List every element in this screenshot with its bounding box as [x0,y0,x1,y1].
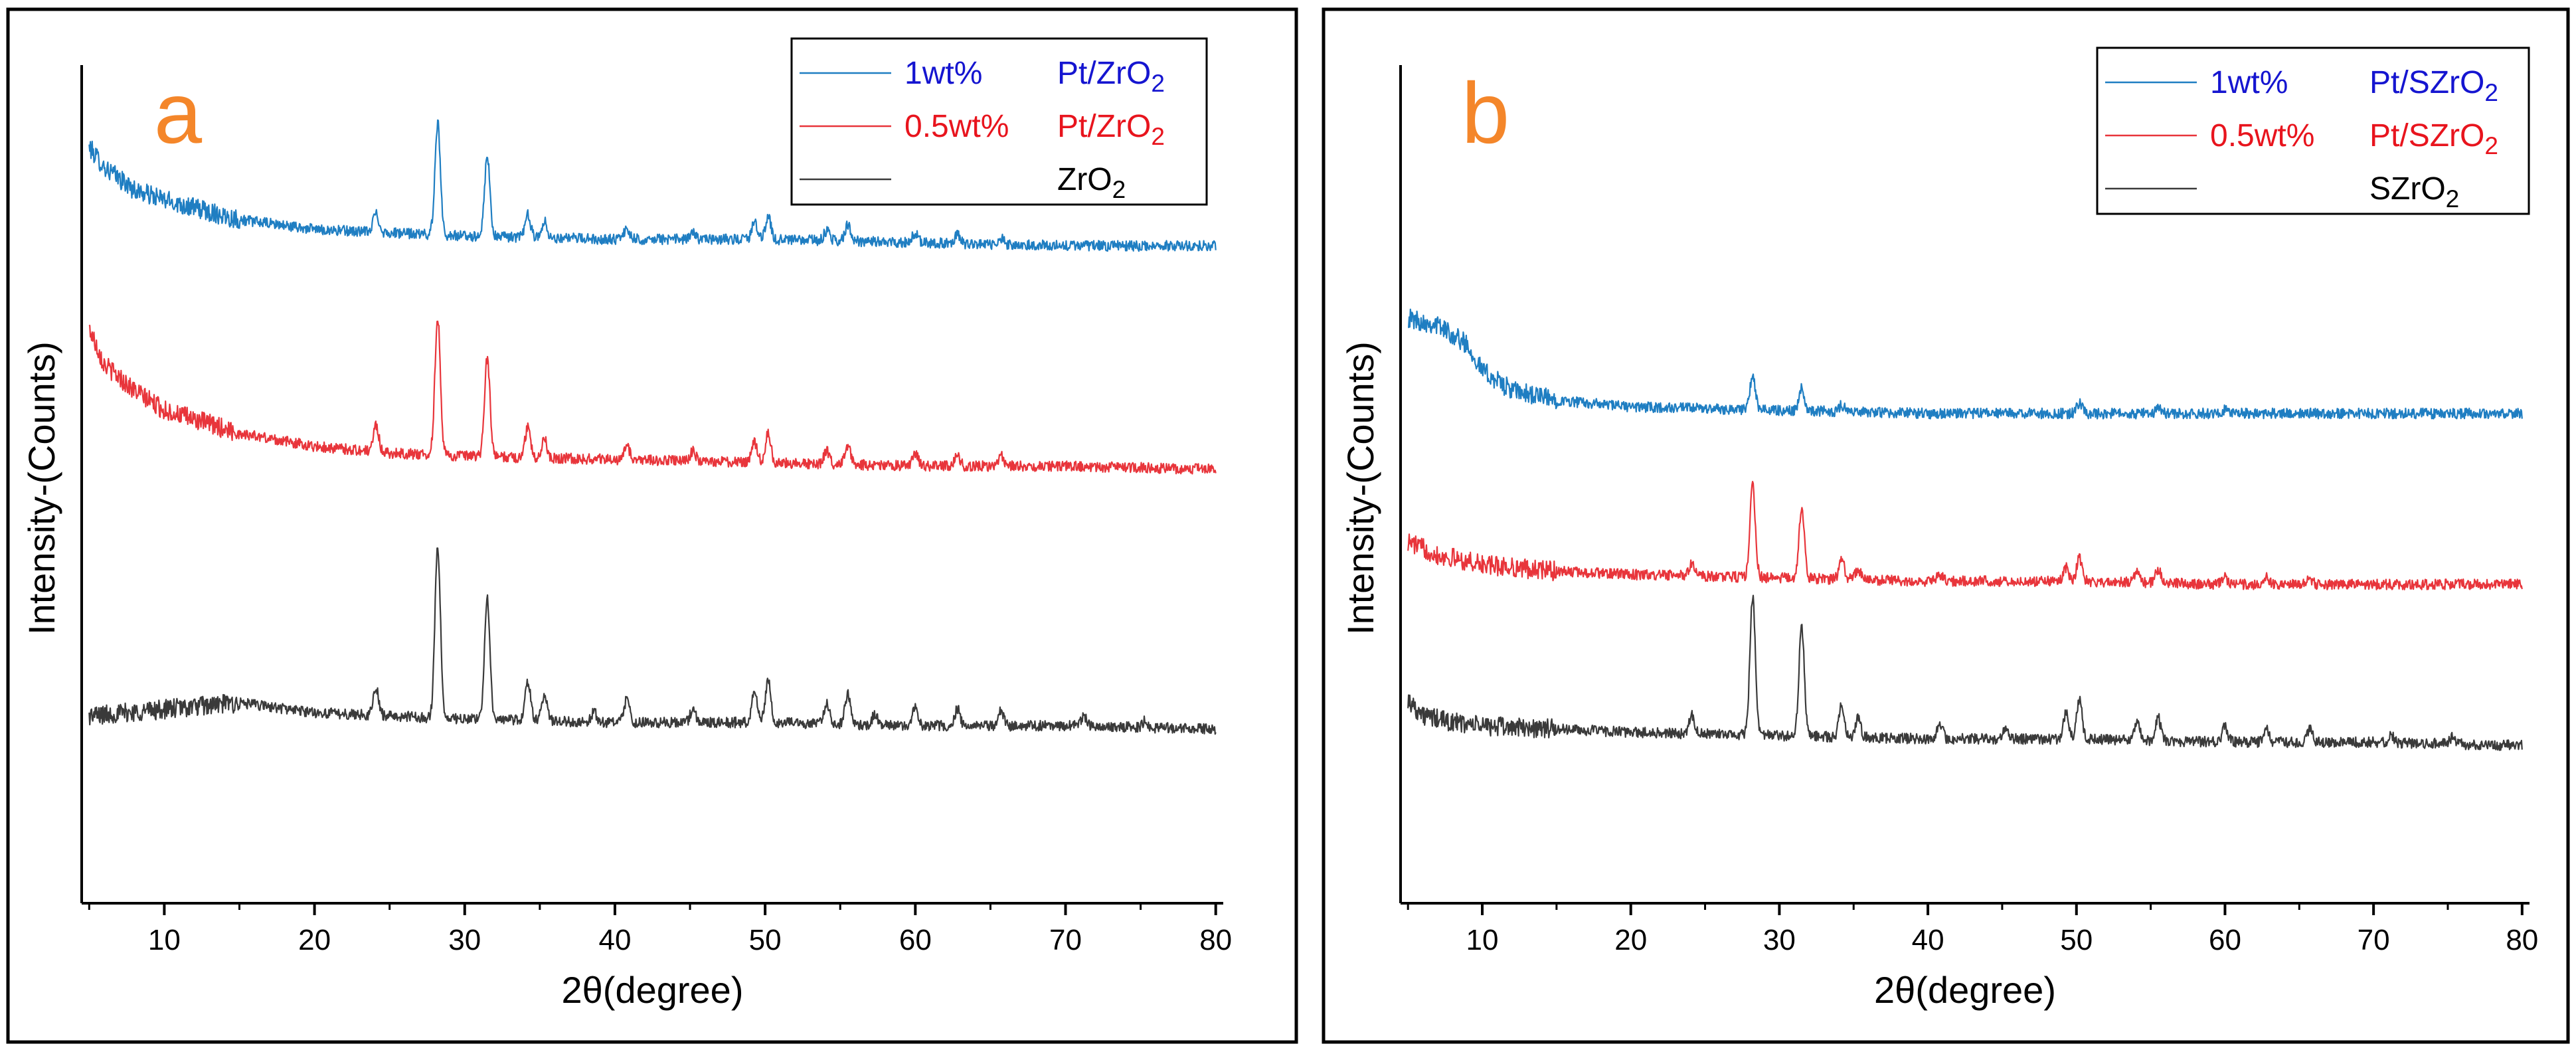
x-tick-label: 20 [298,924,331,956]
legend-loading: 0.5wt% [904,109,1009,144]
panel-a: 10 20 30 40 50 60 70 80 2θ(degree) Intensity-(Cou… [6,7,1298,1044]
x-axis-label: 2θ(degree) [1874,969,2056,1011]
series-line [1407,594,2523,751]
legend-loading: 1wt% [2210,65,2288,100]
x-tick-label: 30 [448,924,481,956]
series-line [1407,308,2523,420]
x-tick-label: 50 [749,924,782,956]
x-tick-label: 60 [2209,924,2241,956]
x-tick-label: 40 [598,924,631,956]
panel-frame [1322,7,2570,1044]
legend-loading: 0.5wt% [2210,118,2314,153]
x-tick-label: 80 [2506,924,2538,956]
x-tick-label: 50 [2060,924,2093,956]
legend-material: Pt/SZrO2 [2369,65,2498,106]
y-axis-label: Intensity-(Counts) [21,341,62,635]
series-line [1407,481,2523,590]
legend-loading: 1wt% [904,56,982,91]
panel-label: b [1462,64,1509,161]
x-tick-label: 60 [899,924,932,956]
x-tick-label: 70 [2358,924,2390,956]
legend-box [2096,46,2530,215]
x-tick-label: 30 [1763,924,1796,956]
series-line [88,547,1217,735]
legend-box [790,37,1208,206]
x-axis-label: 2θ(degree) [562,969,744,1011]
x-tick-label: 40 [1912,924,1944,956]
x-tick-label: 70 [1049,924,1082,956]
legend-material: ZrO2 [1057,162,1126,203]
x-tick-label: 20 [1614,924,1647,956]
x-tick-label: 80 [1199,924,1232,956]
legend: 1wt% Pt/ZrO2 0.5wt% Pt/ZrO2 ZrO2 [790,37,1208,206]
panel-frame [6,7,1298,1044]
legend: 1wt% Pt/SZrO2 0.5wt% Pt/SZrO2 SZrO2 [2096,46,2530,215]
y-axis-label: Intensity-(Counts) [1339,341,1381,635]
legend-material: Pt/ZrO2 [1057,109,1165,150]
x-tick-label: 10 [148,924,181,956]
x-tick-label: 10 [1466,924,1499,956]
panel-b: 10 20 30 40 50 60 70 80 2θ(degree) Intensity-(Cou… [1322,7,2570,1044]
series-line [88,320,1217,475]
panel-label: a [154,64,203,161]
legend-material: Pt/SZrO2 [2369,118,2498,159]
legend-material: Pt/ZrO2 [1057,56,1165,97]
series-line [88,119,1217,252]
legend-material: SZrO2 [2369,171,2459,213]
